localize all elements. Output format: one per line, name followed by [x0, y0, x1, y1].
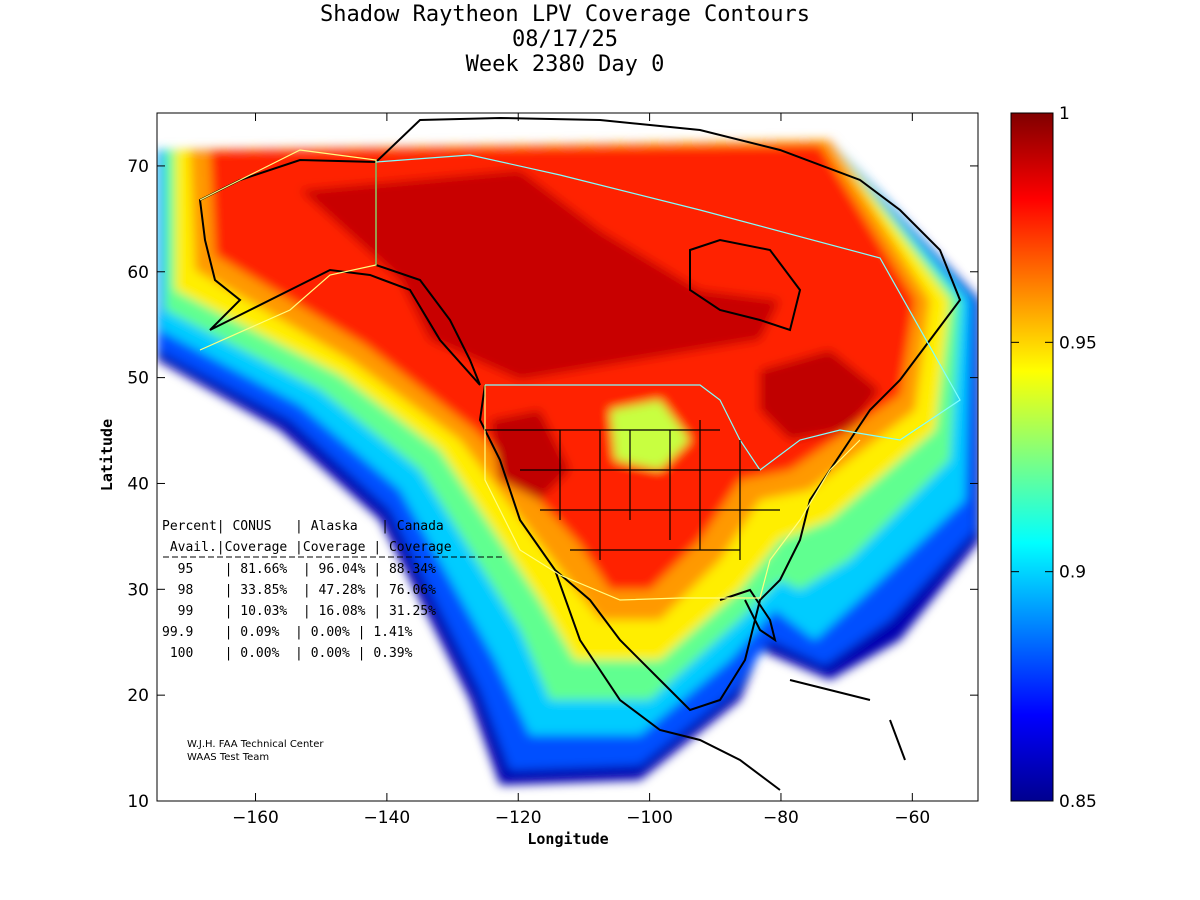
colorbar-tick-label: 0.95 [1059, 333, 1097, 353]
y-tick-label: 60 [127, 263, 149, 283]
table-header-2: Avail.|Coverage |Coverage | Coverage [162, 540, 452, 555]
y-tick-label: 40 [127, 474, 149, 494]
x-axis-label: Longitude [527, 830, 608, 848]
band-dark-red-east [760, 350, 880, 440]
alaska-boundary [199, 149, 377, 351]
x-tick-label: −140 [364, 808, 411, 828]
colorbar-tick-label: 0.85 [1059, 792, 1097, 812]
state-lines [485, 420, 780, 560]
coverage-table: Percent| CONUS | Alaska | Canada Avail.|… [162, 519, 503, 661]
y-tick-label: 10 [127, 792, 149, 812]
y-tick-label: 30 [127, 580, 149, 600]
caribbean-islands [789, 679, 906, 761]
colorbar [1010, 112, 1054, 802]
title-line-1: Shadow Raytheon LPV Coverage Contours [319, 2, 811, 27]
title-line-2: 08/17/25 [512, 27, 618, 52]
x-tick-label: −120 [495, 808, 542, 828]
y-axis-ticks: 10 20 30 40 50 60 70 [127, 157, 978, 812]
table-row-95: 95 | 81.66% | 96.04% | 88.34% [162, 562, 436, 577]
y-axis-label: Latitude [98, 419, 116, 491]
table-row-99-9: 99.9 | 0.09% | 0.00% | 1.41% [162, 625, 413, 640]
y-tick-label: 50 [127, 369, 149, 389]
table-header-1: Percent| CONUS | Alaska | Canada [162, 519, 444, 534]
coverage-contours [157, 140, 978, 785]
conus-coastline [375, 116, 962, 712]
colorbar-ticks: 0.85 0.9 0.95 1 [1011, 104, 1097, 812]
x-axis-ticks: −160 −140 −120 −100 −80 −60 [232, 113, 930, 828]
table-row-100: 100 | 0.00% | 0.00% | 0.39% [162, 646, 413, 661]
colorbar-tick-label: 0.9 [1059, 563, 1086, 583]
table-row-99: 99 | 10.03% | 16.08% | 31.25% [162, 604, 436, 619]
band-dark-red-west [490, 410, 570, 500]
florida-coastline [719, 588, 777, 643]
title-line-3: Week 2380 Day 0 [465, 52, 665, 77]
region-boundaries [199, 149, 961, 601]
credit-line-2: WAAS Test Team [187, 752, 269, 763]
x-tick-label: −60 [894, 808, 930, 828]
plot-frame [156, 112, 979, 802]
mexico-coastline [554, 569, 781, 791]
x-tick-label: −160 [232, 808, 279, 828]
colorbar-tick-label: 1 [1059, 104, 1070, 124]
x-tick-label: −80 [763, 808, 799, 828]
conus-boundary [484, 385, 861, 601]
credit-line-1: W.J.H. FAA Technical Center [187, 739, 324, 750]
y-tick-label: 20 [127, 686, 149, 706]
hudson-bay [689, 238, 802, 332]
band-dark-red-north [300, 170, 780, 380]
canada-boundary [375, 154, 961, 471]
x-tick-label: −100 [626, 808, 673, 828]
y-tick-label: 70 [127, 157, 149, 177]
table-row-98: 98 | 33.85% | 47.28% | 76.06% [162, 583, 436, 598]
